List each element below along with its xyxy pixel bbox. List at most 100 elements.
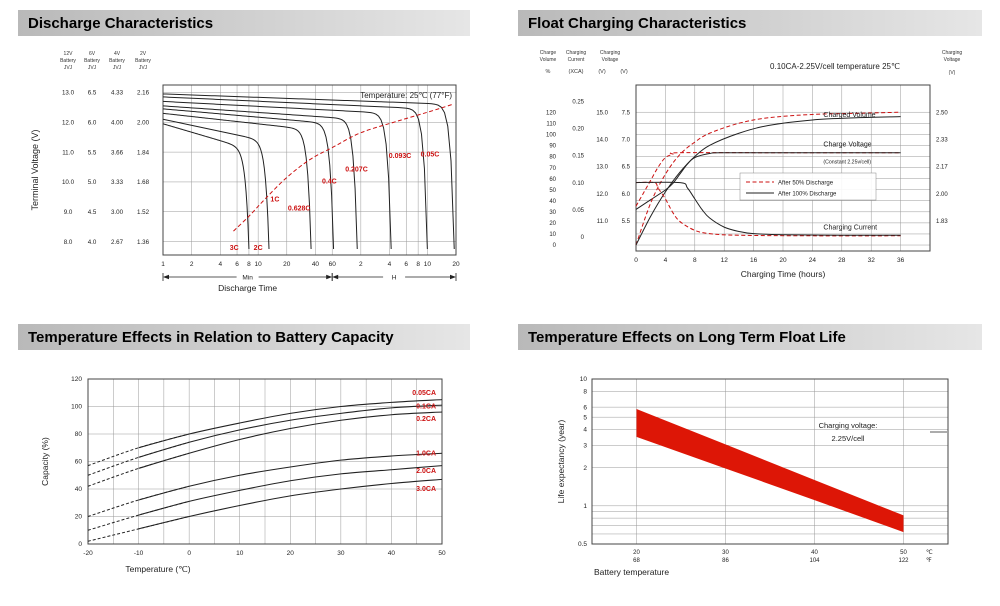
svg-text:0: 0 xyxy=(634,257,638,264)
svg-text:40: 40 xyxy=(549,199,556,205)
svg-text:120: 120 xyxy=(71,376,82,383)
svg-text:12.0: 12.0 xyxy=(62,119,75,126)
svg-text:0.207C: 0.207C xyxy=(345,166,368,173)
svg-text:(V): (V) xyxy=(620,69,628,75)
section-title: Float Charging Characteristics xyxy=(528,14,747,32)
float-charging-section-header: Float Charging Characteristics xyxy=(518,10,982,36)
svg-text:20: 20 xyxy=(452,261,460,268)
svg-text:3: 3 xyxy=(583,443,587,450)
float-life-section-header: Temperature Effects on Long Term Float L… xyxy=(518,324,982,350)
svg-text:3.33: 3.33 xyxy=(111,179,124,186)
svg-text:104: 104 xyxy=(809,558,820,564)
svg-text:4: 4 xyxy=(218,261,222,268)
svg-text:3.0CA: 3.0CA xyxy=(416,486,436,493)
svg-text:20: 20 xyxy=(75,514,83,521)
svg-text:1.83: 1.83 xyxy=(936,219,948,225)
svg-text:1.0CA: 1.0CA xyxy=(416,450,436,457)
svg-text:2C: 2C xyxy=(254,245,263,252)
svg-text:100: 100 xyxy=(71,404,82,411)
svg-text:5: 5 xyxy=(583,414,587,421)
svg-text:6: 6 xyxy=(583,404,587,411)
svg-text:14.0: 14.0 xyxy=(596,138,608,144)
svg-text:2: 2 xyxy=(583,465,587,472)
svg-text:20: 20 xyxy=(779,257,787,264)
float-charging-chart: ChargeVolumeChargingCurrentChargingVolta… xyxy=(540,50,963,279)
svg-text:20: 20 xyxy=(633,550,640,556)
svg-text:Charging: Charging xyxy=(566,50,587,56)
svg-text:16: 16 xyxy=(750,257,758,264)
grid xyxy=(591,378,949,545)
curve-labels: 0.05C 0.093C 0.207C 0.4C 0.628C 1C 2C 3C xyxy=(230,152,440,252)
svg-text:2.33: 2.33 xyxy=(936,138,948,144)
svg-text:6.0: 6.0 xyxy=(88,119,97,126)
svg-text:30: 30 xyxy=(549,210,556,216)
svg-text:1.68: 1.68 xyxy=(137,179,150,186)
panel-capacity-temperature: Temperature Effects in Relation to Batte… xyxy=(18,324,470,587)
svg-text:Charging Time (hours): Charging Time (hours) xyxy=(741,269,826,279)
svg-text:Charging: Charging xyxy=(600,50,621,56)
svg-text:Charging Current: Charging Current xyxy=(823,224,877,231)
svg-text:(Constant 2.25v/cell): (Constant 2.25v/cell) xyxy=(823,160,871,166)
svg-text:50: 50 xyxy=(438,550,446,557)
svg-text:Capacity (%): Capacity (%) xyxy=(40,437,50,486)
svg-text:After 50% Discharge: After 50% Discharge xyxy=(778,181,834,187)
svg-text:5.0: 5.0 xyxy=(88,179,97,186)
svg-text:0.10: 0.10 xyxy=(572,181,584,187)
svg-text:6: 6 xyxy=(235,261,239,268)
svg-text:6V: 6V xyxy=(89,51,96,57)
svg-text:1.36: 1.36 xyxy=(137,239,150,246)
svg-text:Temperature: 25℃ (77°F): Temperature: 25℃ (77°F) xyxy=(360,91,452,100)
svg-text:JVJ: JVJ xyxy=(64,65,73,71)
svg-text:Life expectancy (year): Life expectancy (year) xyxy=(556,420,566,504)
svg-text:20: 20 xyxy=(287,550,295,557)
svg-text:5.5: 5.5 xyxy=(88,149,97,156)
svg-text:3.66: 3.66 xyxy=(111,149,124,156)
svg-text:70: 70 xyxy=(549,166,556,172)
svg-text:0.05C: 0.05C xyxy=(421,152,440,159)
svg-text:4.5: 4.5 xyxy=(88,209,97,216)
svg-text:30: 30 xyxy=(337,550,345,557)
svg-text:3C: 3C xyxy=(230,245,239,252)
svg-text:JVJ: JVJ xyxy=(88,65,97,71)
capacity-temperature-chart: 0 20 40 60 80 100 120 -20 -10 0 10 20 30 40 50 Capacity… xyxy=(40,376,446,574)
svg-text:0.20: 0.20 xyxy=(572,126,584,132)
svg-text:4.33: 4.33 xyxy=(111,90,124,97)
svg-text:2: 2 xyxy=(190,261,194,268)
svg-text:1: 1 xyxy=(583,503,587,510)
svg-text:Discharge Time: Discharge Time xyxy=(218,283,277,293)
svg-text:Volume: Volume xyxy=(540,57,557,63)
axis-labels: 0 20 40 60 80 100 120 -20 -10 0 10 20 30 40 50 Capacity… xyxy=(40,376,446,574)
svg-text:0.05CA: 0.05CA xyxy=(412,390,436,397)
svg-text:Charging: Charging xyxy=(942,50,963,56)
panel-float-life: Temperature Effects on Long Term Float L… xyxy=(518,324,982,587)
svg-text:20: 20 xyxy=(549,221,556,227)
svg-text:30: 30 xyxy=(722,550,729,556)
curves xyxy=(87,399,443,542)
curves xyxy=(635,111,901,246)
svg-text:12: 12 xyxy=(721,257,729,264)
svg-text:4: 4 xyxy=(388,261,392,268)
svg-text:6.5: 6.5 xyxy=(622,165,631,171)
svg-text:H: H xyxy=(392,274,397,281)
discharge-chart: 12VBatteryJVJ13.012.011.010.09.08.06VBat… xyxy=(30,51,460,293)
svg-text:After 100% Discharge: After 100% Discharge xyxy=(778,192,837,198)
svg-text:2.0CA: 2.0CA xyxy=(416,468,436,475)
grid xyxy=(162,84,457,256)
svg-text:60: 60 xyxy=(549,177,556,183)
grid xyxy=(635,84,931,252)
section-title: Temperature Effects on Long Term Float L… xyxy=(528,328,846,346)
axis-labels: 12VBatteryJVJ13.012.011.010.09.08.06VBat… xyxy=(30,51,460,293)
svg-text:Terminal Voltage (V): Terminal Voltage (V) xyxy=(30,129,40,210)
svg-text:60: 60 xyxy=(75,459,83,466)
svg-text:(V): (V) xyxy=(598,69,606,75)
svg-text:0.4C: 0.4C xyxy=(322,178,337,185)
svg-text:110: 110 xyxy=(546,121,556,127)
svg-text:120: 120 xyxy=(546,110,557,116)
svg-text:Current: Current xyxy=(568,57,585,63)
svg-text:(V): (V) xyxy=(949,70,956,76)
curves xyxy=(162,93,455,250)
svg-text:Voltage: Voltage xyxy=(944,57,961,63)
grid xyxy=(87,378,443,545)
svg-text:JVJ: JVJ xyxy=(113,65,122,71)
